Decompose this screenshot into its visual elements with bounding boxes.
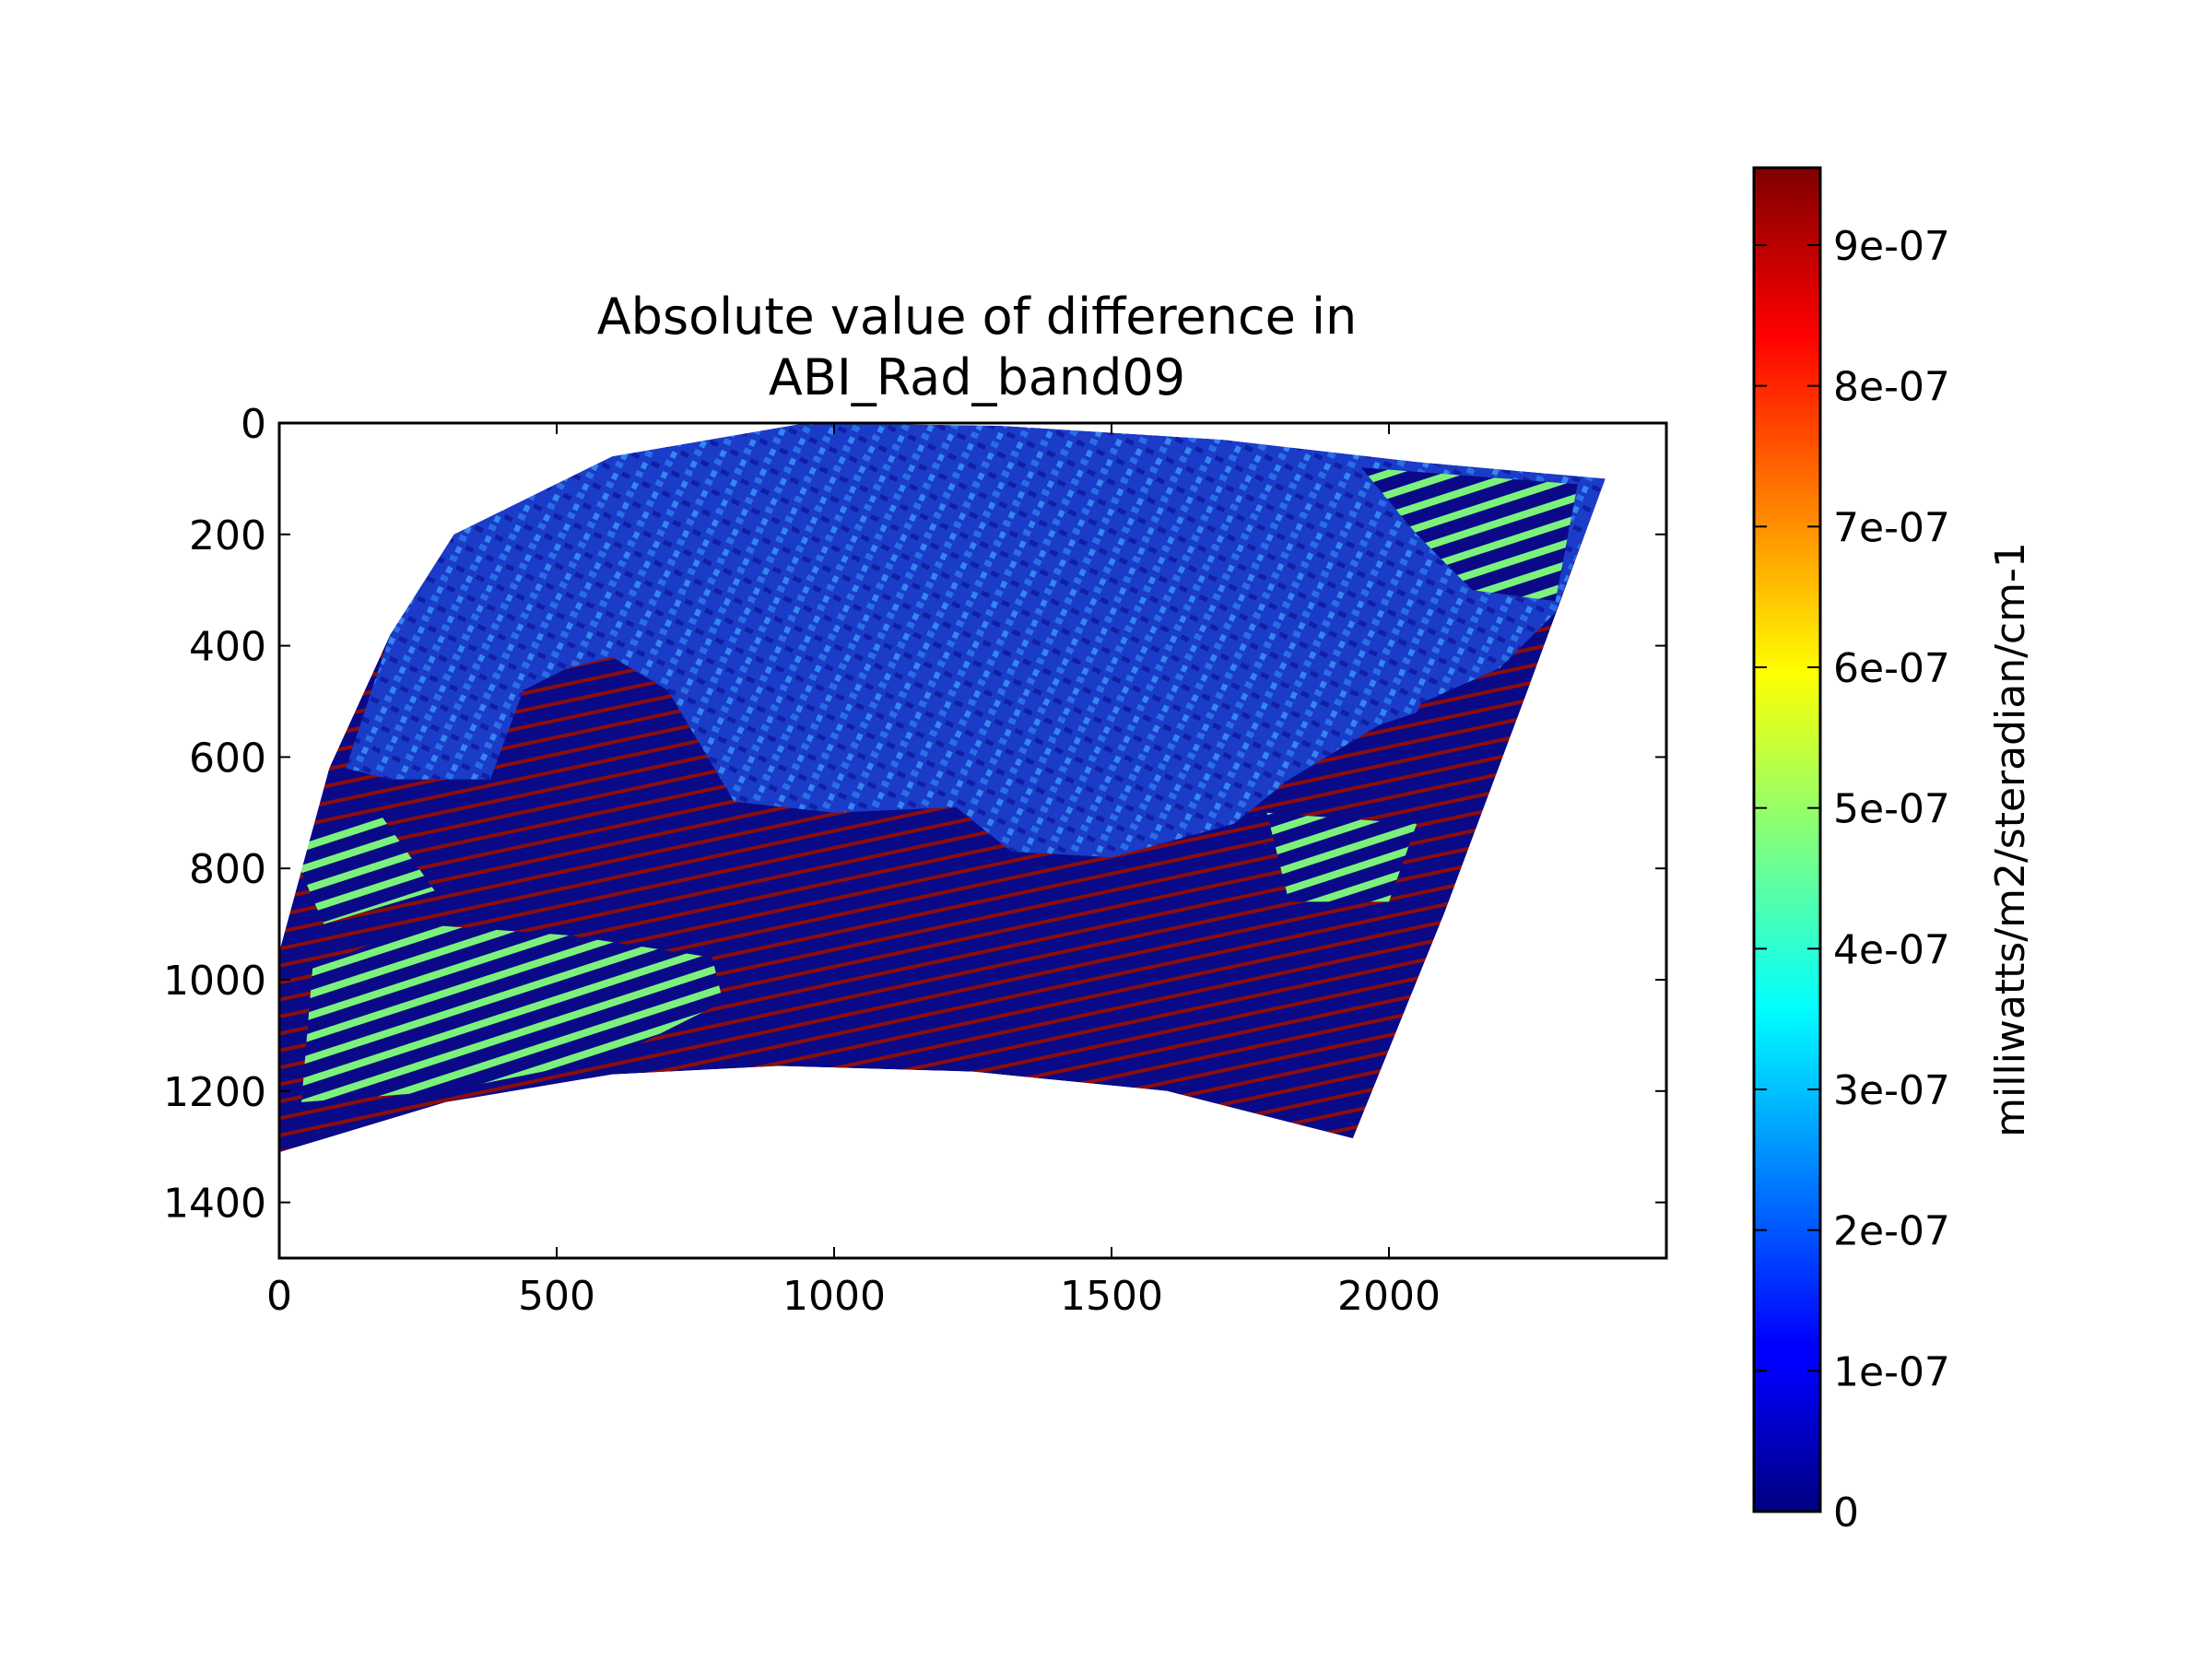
y-tick-label: 1200 <box>163 1069 266 1116</box>
y-tick-label: 800 <box>189 846 266 893</box>
plot-area: 0 500 1000 1500 2000 0 200 400 600 800 1000 1200 14… <box>163 401 1668 1320</box>
colorbar-gradient <box>1752 166 1822 1513</box>
x-tick-label: 1000 <box>782 1273 886 1320</box>
x-tick-label: 0 <box>266 1273 292 1320</box>
colorbar: 0 1e-07 2e-07 3e-07 4e-07 5e-07 6e-07 7e-07 8e-0… <box>1752 166 2034 1536</box>
colorbar-tick-label: 0 <box>1833 1489 1859 1536</box>
colorbar-tick-label: 1e-07 <box>1833 1348 1950 1395</box>
x-tick-label: 500 <box>518 1273 595 1320</box>
colorbar-ticks: 0 1e-07 2e-07 3e-07 4e-07 5e-07 6e-07 7e-07 8e-0… <box>1754 223 1950 1536</box>
y-tick-label: 1000 <box>163 958 266 1005</box>
heatmap-image <box>279 423 1606 1153</box>
y-tick-label: 400 <box>189 624 266 671</box>
x-tick-label: 1500 <box>1060 1273 1163 1320</box>
chart-title-line-2: ABI_Rad_band09 <box>769 348 1185 406</box>
heatmap-region-7 <box>1266 812 1418 902</box>
colorbar-tick-label: 9e-07 <box>1833 223 1950 270</box>
y-tick-label: 200 <box>189 512 266 559</box>
colorbar-label: milliwatts/m2/steradian/cm-1 <box>1987 542 2034 1137</box>
colorbar-tick-label: 8e-07 <box>1833 364 1950 411</box>
colorbar-tick-label: 7e-07 <box>1833 504 1950 551</box>
y-tick-label: 0 <box>241 401 266 448</box>
heatmap-region-2 <box>834 523 1473 780</box>
heatmap-region-5 <box>1360 467 1578 602</box>
chart-title-line-1: Absolute value of difference in <box>597 288 1358 346</box>
heatmap-region-4 <box>301 924 724 1102</box>
colorbar-tick-label: 5e-07 <box>1833 786 1950 833</box>
colorbar-tick-label: 6e-07 <box>1833 645 1950 692</box>
y-tick-label: 1400 <box>163 1181 266 1228</box>
x-axis: 0 500 1000 1500 2000 <box>266 423 1441 1320</box>
colorbar-tick-label: 2e-07 <box>1833 1208 1950 1255</box>
y-axis: 0 200 400 600 800 1000 1200 1400 <box>163 401 1666 1228</box>
colorbar-tick-label: 4e-07 <box>1833 926 1950 973</box>
axes-frame <box>277 421 1668 1260</box>
colorbar-tick-label: 3e-07 <box>1833 1067 1950 1114</box>
x-tick-label: 2000 <box>1337 1273 1441 1320</box>
heatmap-region-6 <box>290 812 435 924</box>
heatmap-region-3 <box>462 478 701 624</box>
y-tick-label: 600 <box>189 735 266 782</box>
